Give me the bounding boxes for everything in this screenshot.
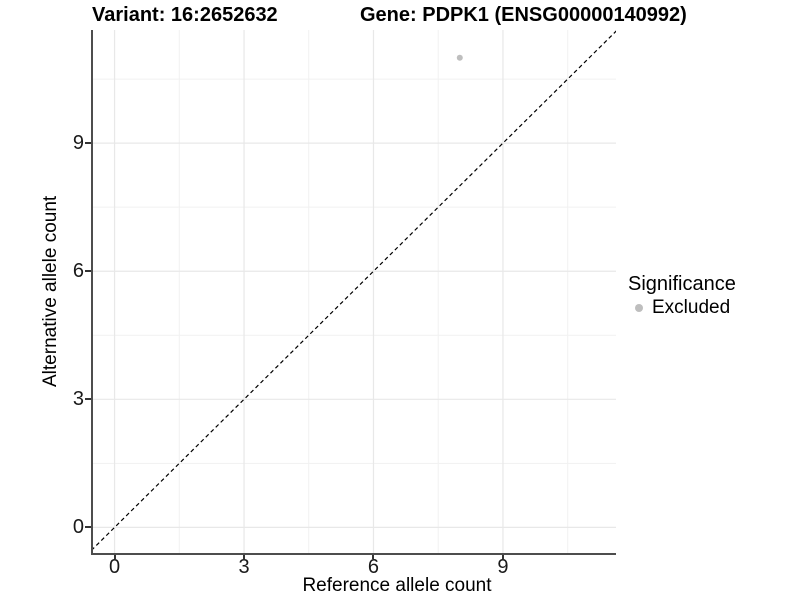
y-tick-mark	[85, 526, 91, 529]
x-axis-line	[91, 553, 616, 555]
x-axis-title: Reference allele count	[302, 575, 492, 596]
x-tick-mark	[243, 555, 246, 559]
y-axis-title: Alternative allele count	[40, 195, 61, 388]
y-tick-mark	[85, 142, 91, 145]
plot-panel	[93, 30, 616, 553]
variant-title: Variant: 16:2652632	[92, 4, 278, 26]
legend-title: Significance	[628, 273, 736, 295]
y-tick-label: 9	[72, 132, 84, 155]
y-tick-label: 6	[72, 260, 84, 283]
plot-area-svg	[93, 30, 616, 553]
legend: Significance Excluded	[628, 272, 736, 319]
legend-entry-label: Excluded	[652, 297, 731, 318]
excluded-point-swatch-icon	[635, 304, 643, 312]
x-tick-label: 0	[109, 556, 121, 578]
y-tick-mark	[85, 398, 91, 401]
x-tick-mark	[113, 555, 116, 559]
identity-line	[93, 30, 616, 550]
x-tick-mark	[372, 555, 375, 559]
data-point	[456, 54, 463, 61]
x-tick-label: 3	[238, 556, 250, 578]
x-tick-label: 9	[497, 556, 509, 578]
gene-title: Gene: PDPK1 (ENSG00000140992)	[360, 4, 687, 26]
y-tick-label: 3	[72, 388, 84, 411]
y-tick-label: 0	[72, 516, 84, 539]
legend-entry-excluded: Excluded	[628, 297, 736, 319]
y-axis-line	[91, 30, 93, 555]
x-tick-label: 6	[367, 556, 380, 578]
y-tick-mark	[85, 270, 91, 273]
x-tick-mark	[501, 555, 504, 559]
